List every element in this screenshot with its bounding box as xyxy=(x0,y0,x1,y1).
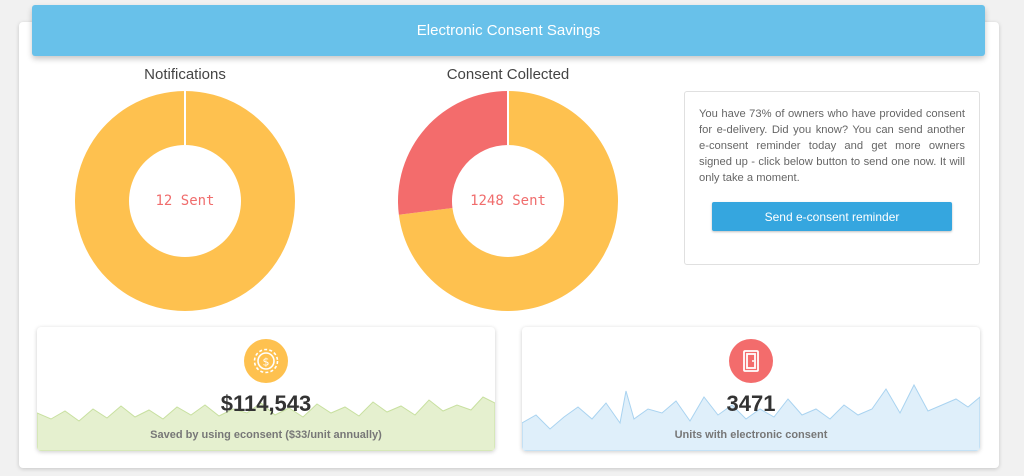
send-reminder-button[interactable]: Send e-consent reminder xyxy=(712,202,952,231)
savings-caption: Saved by using econsent ($33/unit annual… xyxy=(150,429,382,441)
consent-donut-chart: 1248 Sent xyxy=(398,91,618,311)
header-title: Electronic Consent Savings xyxy=(416,22,601,39)
consent-center-label: 1248 Sent xyxy=(470,193,546,209)
card-header: Electronic Consent Savings xyxy=(32,5,985,56)
units-caption: Units with electronic consent xyxy=(674,429,828,441)
savings-sparkline xyxy=(37,396,495,451)
door-icon xyxy=(729,339,773,383)
units-value: 3471 xyxy=(726,391,776,416)
savings-value: $114,543 xyxy=(220,391,312,416)
savings-sparkline-area xyxy=(37,396,495,451)
consent-info-text: You have 73% of owners who have provided… xyxy=(699,108,965,184)
notifications-center-label: 12 Sent xyxy=(155,193,215,209)
savings-stat-card: $ $114,543 Saved by using econsent ($33/… xyxy=(37,327,495,451)
money-gear-icon: $ xyxy=(244,339,288,383)
units-sparkline xyxy=(522,383,980,451)
consent-info-box: You have 73% of owners who have provided… xyxy=(684,91,980,265)
consent-title: Consent Collected xyxy=(446,66,570,83)
notifications-donut-svg xyxy=(75,91,295,311)
consent-donut-svg xyxy=(398,91,618,311)
notifications-donut-chart: 12 Sent xyxy=(75,91,295,311)
units-sparkline-area xyxy=(522,383,980,451)
consent-segment-1 xyxy=(398,91,508,215)
units-stat-card: 3471 Units with electronic consent xyxy=(522,327,980,451)
consent-segment-0 xyxy=(398,91,618,311)
notifications-segment-0 xyxy=(75,91,295,311)
svg-text:$: $ xyxy=(263,356,270,369)
notifications-title: Notifications xyxy=(144,66,226,83)
